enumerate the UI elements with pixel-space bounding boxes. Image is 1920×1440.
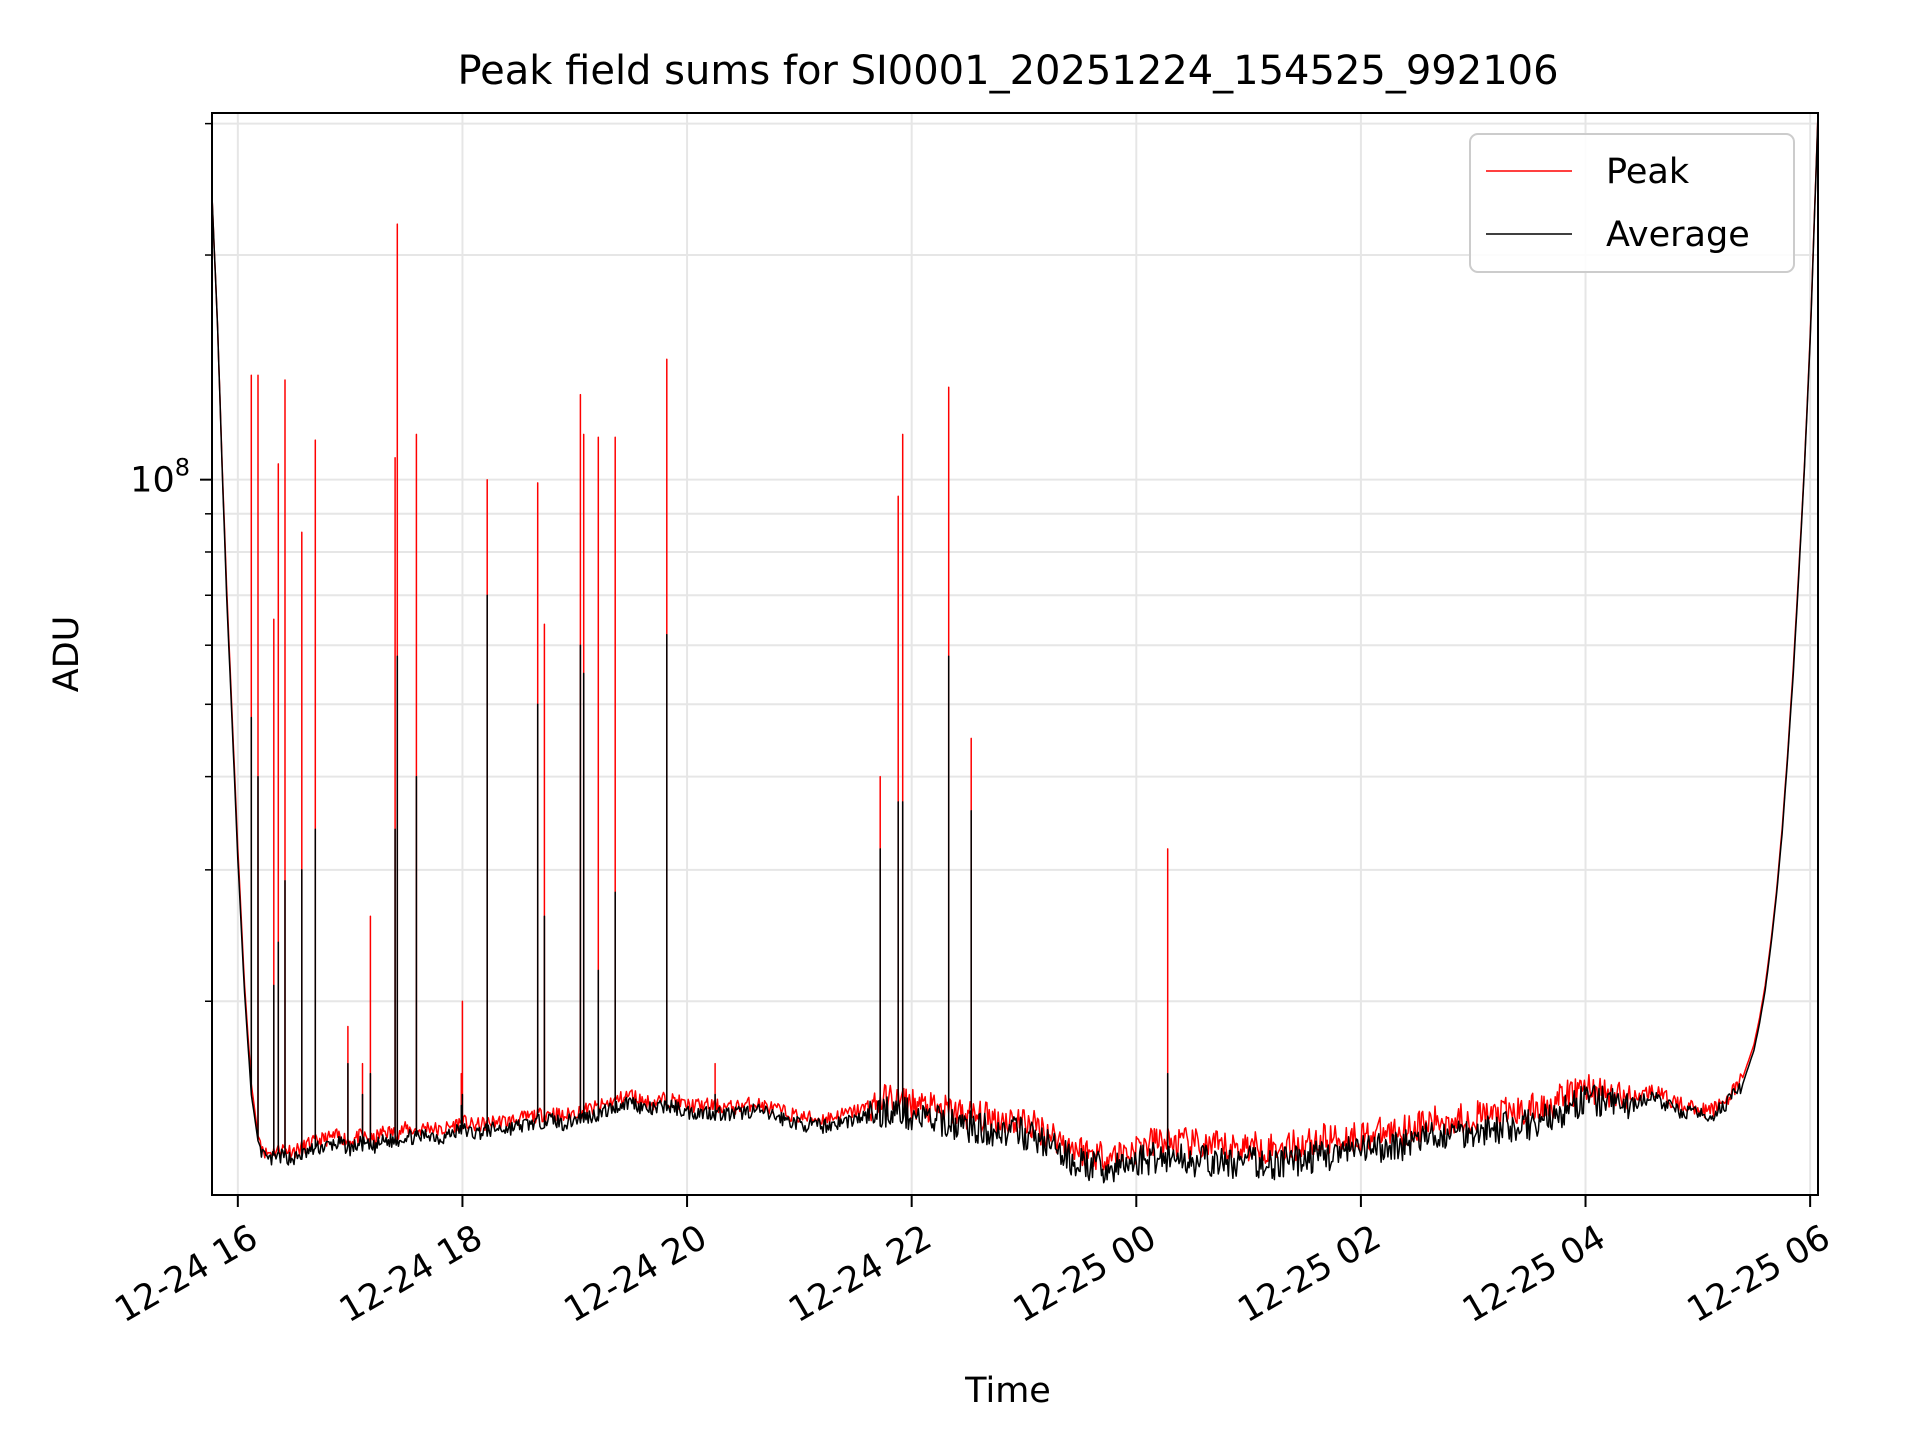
series-line-average — [212, 115, 1818, 1184]
axes-frame — [211, 112, 1819, 1196]
series-layer — [212, 113, 1818, 1184]
x-axis-label: Time — [964, 1371, 1051, 1411]
chart-title: Peak field sums for SI0001_20251224_1545… — [457, 48, 1558, 94]
grid — [212, 113, 1818, 1195]
plot-area — [212, 113, 1818, 1184]
legend: Peak Average — [1469, 133, 1795, 273]
legend-label-average: Average — [1606, 215, 1750, 255]
legend-box — [1469, 133, 1795, 273]
y-tick-base: 10 — [130, 461, 175, 501]
y-axis-label: ADU — [47, 616, 87, 693]
legend-label-peak: Peak — [1606, 152, 1690, 192]
y-tick-exponent: 8 — [175, 454, 190, 482]
y-tick-label: 108 — [130, 454, 190, 501]
